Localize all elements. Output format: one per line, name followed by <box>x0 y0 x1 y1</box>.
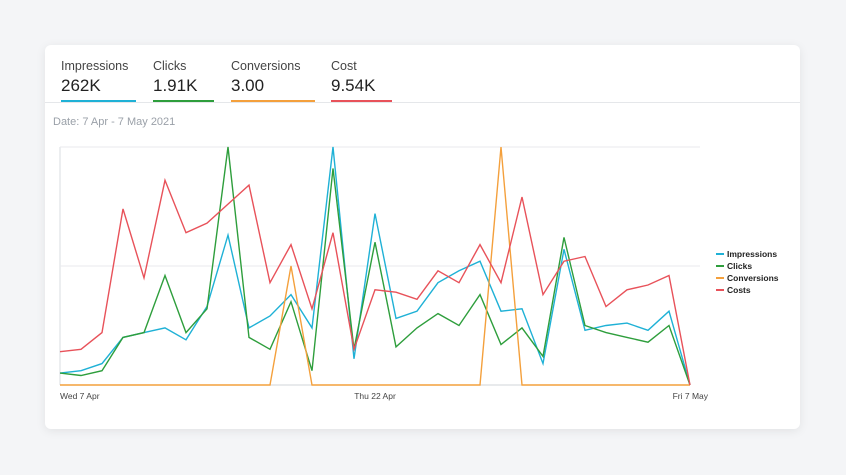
x-tick-label: Thu 22 Apr <box>354 391 396 401</box>
conversions-underline <box>231 100 315 102</box>
series-line-conversions <box>60 146 690 386</box>
impressions-value: 262K <box>61 76 101 95</box>
metric-tabs: Impressions 262K Clicks 1.91K Conversion… <box>45 45 800 103</box>
impressions-label: Impressions <box>61 59 129 73</box>
tab-impressions[interactable]: Impressions 262K <box>61 59 136 102</box>
conversions-value: 3.00 <box>231 76 265 95</box>
series-line-impressions <box>59 146 691 386</box>
clicks-label: Clicks <box>153 59 187 73</box>
tab-conversions[interactable]: Conversions 3.00 <box>231 59 315 102</box>
clicks-underline <box>153 100 214 102</box>
legend-label-impressions: Impressions <box>727 249 777 259</box>
cost-label: Cost <box>331 59 357 73</box>
conversions-label: Conversions <box>231 59 301 73</box>
impressions-underline <box>61 100 136 102</box>
date-range: Date: 7 Apr - 7 May 2021 <box>53 116 176 128</box>
legend-label-conversions: Conversions <box>727 273 779 283</box>
legend-label-clicks: Clicks <box>727 261 752 271</box>
clicks-value: 1.91K <box>153 76 198 95</box>
tab-cost[interactable]: Cost 9.54K <box>331 59 392 102</box>
analytics-card: Impressions 262K Clicks 1.91K Conversion… <box>45 45 800 429</box>
tab-clicks[interactable]: Clicks 1.91K <box>153 59 214 102</box>
legend-label-costs: Costs <box>727 285 751 295</box>
cost-underline <box>331 100 392 102</box>
series-line-clicks <box>59 146 691 386</box>
x-tick-label: Fri 7 May <box>673 391 709 401</box>
cost-value: 9.54K <box>331 76 376 95</box>
x-tick-label: Wed 7 Apr <box>60 391 100 401</box>
series-line-costs <box>59 177 691 386</box>
line-chart: Wed 7 Apr Thu 22 Apr Fri 7 May Impressions C… <box>59 146 779 401</box>
